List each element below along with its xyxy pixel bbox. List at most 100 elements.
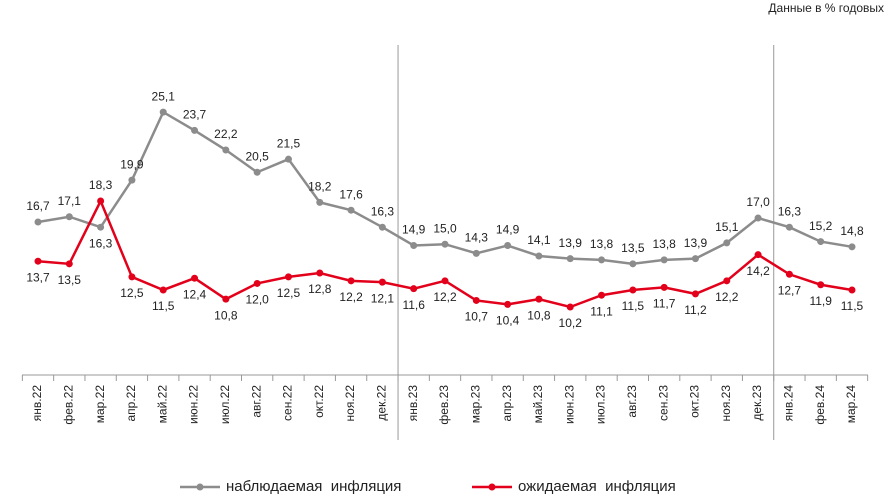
data-label: 17,1 xyxy=(58,194,82,208)
data-label: 11,2 xyxy=(684,303,707,317)
data-label: 12,4 xyxy=(183,287,207,301)
chart-subtitle: Данные в % годовых xyxy=(768,1,884,15)
x-tick-label: май.22 xyxy=(155,385,169,424)
data-point xyxy=(128,273,136,281)
x-tick-label: апр.22 xyxy=(124,385,138,422)
data-point xyxy=(566,303,574,311)
data-point xyxy=(472,249,480,257)
data-point xyxy=(754,214,762,222)
x-tick-label: фев.22 xyxy=(61,385,75,425)
data-label: 18,3 xyxy=(89,178,113,192)
data-point xyxy=(660,283,668,291)
data-point xyxy=(785,223,793,231)
data-label: 12,5 xyxy=(277,286,301,300)
data-label: 13,8 xyxy=(652,237,676,251)
data-point xyxy=(441,277,449,285)
data-point xyxy=(97,223,105,231)
data-point xyxy=(284,273,292,281)
data-label: 10,8 xyxy=(527,308,551,322)
legend-marker xyxy=(196,483,204,491)
data-point xyxy=(629,286,637,294)
data-point xyxy=(754,251,762,259)
data-point xyxy=(817,238,825,246)
x-tick-label: дек.22 xyxy=(375,385,389,421)
data-point xyxy=(441,240,449,248)
data-label: 14,2 xyxy=(746,264,770,278)
data-point xyxy=(378,223,386,231)
data-label: 15,2 xyxy=(809,219,833,233)
data-point xyxy=(159,108,167,116)
data-label: 12,1 xyxy=(371,291,395,305)
x-tick-label: июл.23 xyxy=(594,385,608,424)
data-label: 12,8 xyxy=(308,282,332,296)
data-point xyxy=(535,295,543,303)
data-label: 13,8 xyxy=(590,237,614,251)
data-point xyxy=(660,256,668,264)
data-point xyxy=(316,269,324,277)
data-label: 11,5 xyxy=(622,299,645,313)
data-point xyxy=(347,206,355,214)
data-label: 12,2 xyxy=(433,290,457,304)
data-label: 11,5 xyxy=(841,299,864,313)
data-point xyxy=(410,242,418,250)
data-label: 14,8 xyxy=(840,224,864,238)
data-point xyxy=(723,277,731,285)
data-point xyxy=(316,198,324,206)
data-label: 18,2 xyxy=(308,180,332,194)
x-tick-label: окт.22 xyxy=(312,385,326,418)
data-point xyxy=(159,286,167,294)
data-point xyxy=(34,218,42,226)
data-point xyxy=(472,296,480,304)
data-label: 12,7 xyxy=(778,283,802,297)
x-tick-label: янв.22 xyxy=(30,385,44,422)
data-point xyxy=(34,257,42,265)
x-tick-label: фев.23 xyxy=(437,385,451,425)
data-point xyxy=(504,242,512,250)
x-tick-label: фев.24 xyxy=(813,385,827,425)
data-point xyxy=(817,281,825,289)
data-point xyxy=(535,252,543,260)
data-label: 17,0 xyxy=(746,195,770,209)
data-label: 11,9 xyxy=(809,294,832,308)
x-tick-label: сен.23 xyxy=(656,385,670,421)
data-point xyxy=(128,176,136,184)
data-point xyxy=(848,243,856,251)
legend-label: ожидаемая инфляция xyxy=(518,478,676,495)
data-point xyxy=(253,279,261,287)
data-label: 11,6 xyxy=(402,298,425,312)
x-tick-label: янв.24 xyxy=(782,385,796,422)
x-tick-label: дек.23 xyxy=(750,385,764,421)
data-label: 21,5 xyxy=(277,136,301,150)
data-label: 13,5 xyxy=(621,241,645,255)
data-label: 13,7 xyxy=(26,270,50,284)
data-label: 16,3 xyxy=(371,204,395,218)
data-point xyxy=(65,213,73,221)
data-label: 17,6 xyxy=(339,187,363,201)
x-tick-label: сен.22 xyxy=(281,385,295,421)
data-label: 23,7 xyxy=(183,108,207,122)
data-label: 16,7 xyxy=(26,199,50,213)
data-label: 12,2 xyxy=(715,290,739,304)
data-point xyxy=(410,285,418,293)
data-label: 11,5 xyxy=(152,299,175,313)
data-label: 15,1 xyxy=(715,220,739,234)
data-label: 14,9 xyxy=(402,223,426,237)
x-tick-label: янв.23 xyxy=(406,385,420,422)
legend-label: наблюдаемая инфляция xyxy=(226,478,401,495)
data-point xyxy=(191,274,199,282)
x-tick-label: май.23 xyxy=(531,385,545,424)
data-point xyxy=(629,260,637,268)
data-point xyxy=(723,239,731,247)
data-point xyxy=(65,260,73,268)
x-tick-label: окт.23 xyxy=(688,385,702,418)
data-label: 25,1 xyxy=(152,89,176,103)
data-label: 12,2 xyxy=(339,290,363,304)
x-tick-label: мар.23 xyxy=(468,385,482,424)
data-label: 11,1 xyxy=(590,304,613,318)
x-tick-label: авг.23 xyxy=(625,385,639,418)
data-label: 13,9 xyxy=(559,236,583,250)
data-point xyxy=(598,291,606,299)
data-label: 13,5 xyxy=(58,273,82,287)
data-point xyxy=(378,278,386,286)
